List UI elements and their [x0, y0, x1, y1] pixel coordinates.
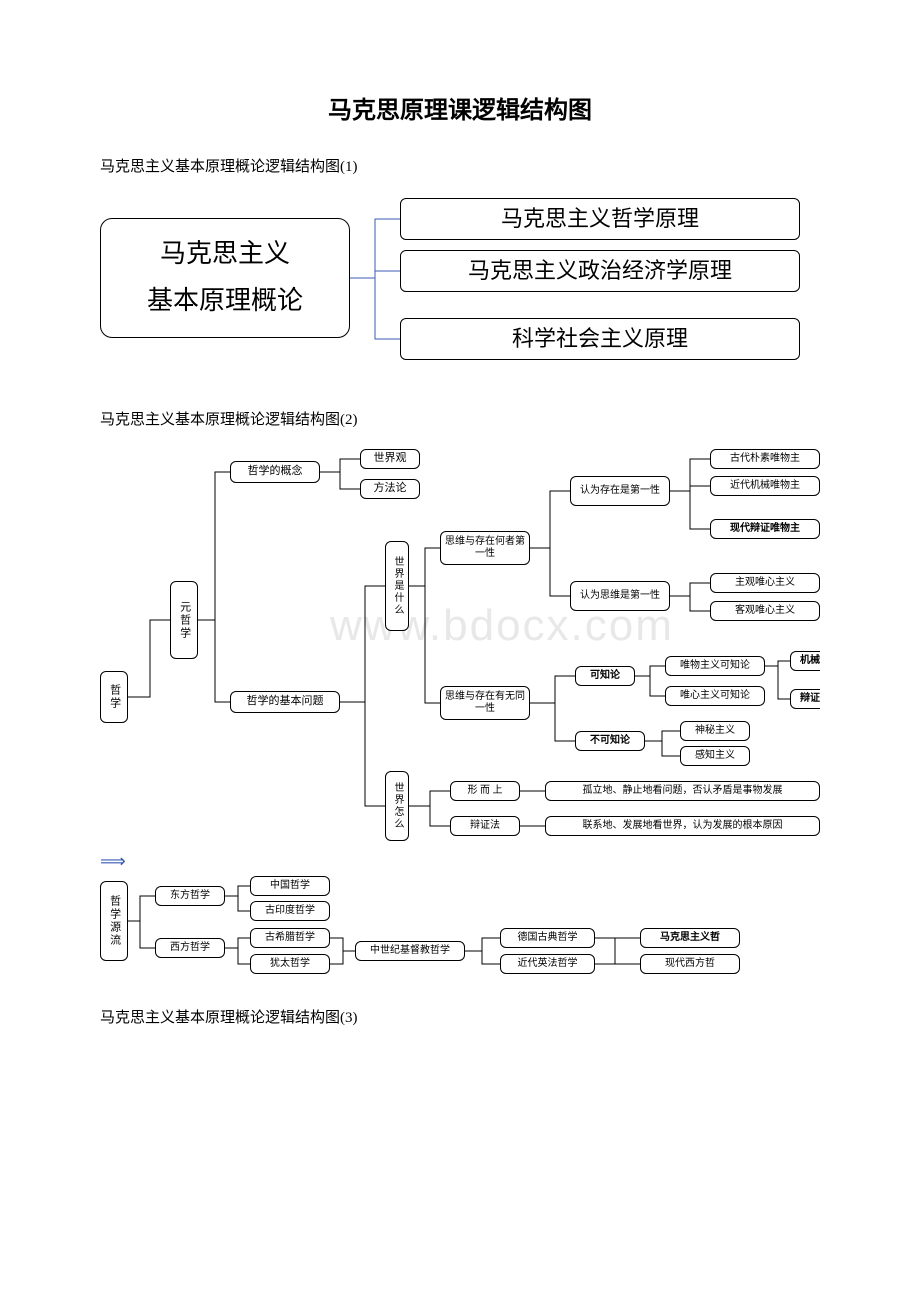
diagram-2: www.bdocx.com 哲学元哲学哲学的概念世界观方法论哲学的基本问题世界是…: [100, 441, 820, 841]
diagram-1: 马克思主义基本原理概论 马克思主义哲学原理马克思主义政治经济学原理科学社会主义原…: [100, 188, 820, 378]
node-root: 哲学: [100, 671, 128, 723]
node-dia2: 辩证: [790, 689, 820, 709]
node-knowable: 可知论: [575, 666, 635, 686]
node-whatworld: 世界是什么: [385, 541, 409, 631]
node-india: 古印度哲学: [250, 901, 330, 921]
node-metadef: 孤立地、静止地看问题，否认矛盾是事物发展: [545, 781, 820, 801]
section3-subtitle: 马克思主义基本原理概论逻辑结构图(3): [100, 1006, 820, 1027]
node-firstness: 思维与存在何者第一性: [440, 531, 530, 565]
node-b0: 马克思主义哲学原理: [400, 198, 800, 240]
node-marx: 马克思主义哲: [640, 928, 740, 948]
node-basicq: 哲学的基本问题: [230, 691, 340, 713]
node-ancient: 古代朴素唯物主: [710, 449, 820, 469]
node-myst: 神秘主义: [680, 721, 750, 741]
node-dialec2: 辩证法: [450, 816, 520, 836]
node-mech: 机械: [790, 651, 820, 671]
d1-root: 马克思主义基本原理概论: [100, 218, 350, 338]
node-being1: 认为存在是第一性: [570, 476, 670, 506]
node-b2: 科学社会主义原理: [400, 318, 800, 360]
node-meta: 元哲学: [170, 581, 198, 659]
node-greek: 古希腊哲学: [250, 928, 330, 948]
node-b1: 马克思主义政治经济学原理: [400, 250, 800, 292]
section1-subtitle: 马克思主义基本原理概论逻辑结构图(1): [100, 155, 820, 176]
node-modern: 近代机械唯物主: [710, 476, 820, 496]
node-dialect: 现代辩证唯物主: [710, 519, 820, 539]
node-metaphys: 形 而 上: [450, 781, 520, 801]
node-sens: 感知主义: [680, 746, 750, 766]
node-medieval: 中世纪基督教哲学: [355, 941, 465, 961]
node-worldview: 世界观: [360, 449, 420, 469]
node-ideknow: 唯心主义可知论: [665, 686, 765, 706]
node-east: 东方哲学: [155, 886, 225, 906]
node-think1: 认为思维是第一性: [570, 581, 670, 611]
node-modernw: 现代西方哲: [640, 954, 740, 974]
node-unknow: 不可知论: [575, 731, 645, 751]
node-anglo: 近代英法哲学: [500, 954, 595, 974]
node-obj: 客观唯心主义: [710, 601, 820, 621]
page-title: 马克思原理课逻辑结构图: [100, 90, 820, 125]
node-west: 西方哲学: [155, 938, 225, 958]
node-method: 方法论: [360, 479, 420, 499]
node-german: 德国古典哲学: [500, 928, 595, 948]
node-matknow: 唯物主义可知论: [665, 656, 765, 676]
node-identity: 思维与存在有无同一性: [440, 686, 530, 720]
node-china: 中国哲学: [250, 876, 330, 896]
node-subj: 主观唯心主义: [710, 573, 820, 593]
node-concept: 哲学的概念: [230, 461, 320, 483]
section2-subtitle: 马克思主义基本原理概论逻辑结构图(2): [100, 408, 820, 429]
node-src: 哲学源流: [100, 881, 128, 961]
node-howworld: 世界怎么: [385, 771, 409, 841]
node-diadef: 联系地、发展地看世界，认为发展的根本原因: [545, 816, 820, 836]
node-jew: 犹太哲学: [250, 954, 330, 974]
diagram-3: 哲学源流 东方哲学西方哲学 中国哲学古印度哲学古希腊哲学犹太哲学 中世纪基督教哲学 德国…: [100, 866, 820, 976]
